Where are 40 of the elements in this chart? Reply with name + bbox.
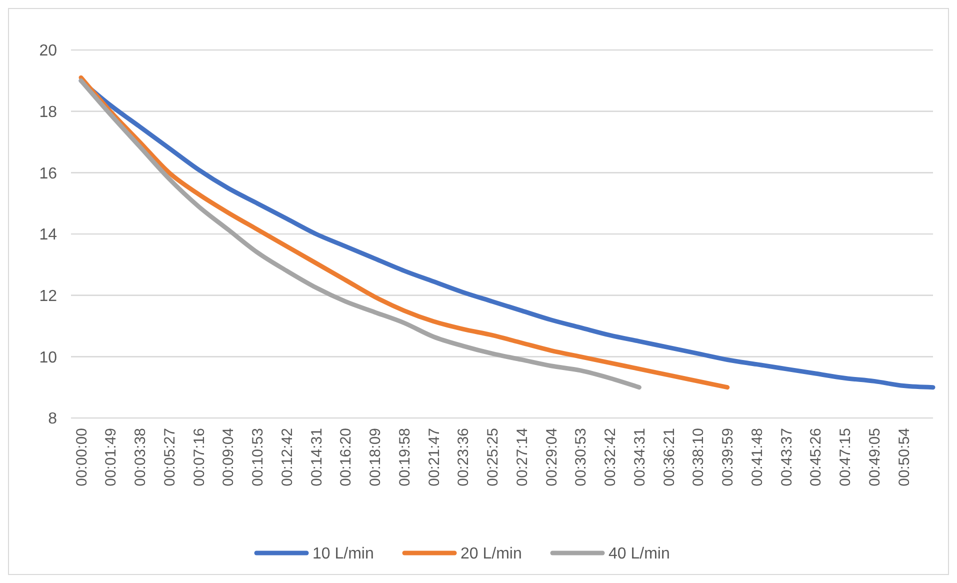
x-tick-label: 00:49:05 — [866, 428, 884, 486]
x-tick-label: 00:16:20 — [338, 428, 355, 486]
line-series — [78, 78, 936, 390]
y-tick-label: 18 — [39, 104, 58, 121]
x-tick-label: 00:23:36 — [455, 428, 472, 486]
x-tick-label: 00:07:16 — [190, 428, 208, 486]
x-tick-label: 00:01:49 — [102, 428, 120, 486]
x-tick-label: 00:19:58 — [396, 428, 414, 486]
x-tick-label: 00:21:47 — [426, 428, 443, 486]
x-tick-label: 00:38:10 — [690, 428, 708, 486]
x-tick-label: 00:32:42 — [602, 428, 620, 486]
legend-label: 20 L/min — [460, 546, 522, 563]
x-tick-label: 00:36:21 — [660, 428, 678, 486]
x-tick-label: 00:45:26 — [808, 428, 825, 486]
x-tick-label: 00:39:59 — [720, 428, 737, 486]
x-tick-label: 00:05:27 — [161, 428, 178, 486]
y-tick-label: 20 — [39, 42, 58, 60]
x-tick-label: 00:14:31 — [308, 428, 326, 486]
x-tick-label: 00:10:53 — [250, 428, 267, 486]
x-tick-label: 00:47:15 — [837, 428, 854, 486]
y-tick-label: 14 — [39, 226, 58, 244]
y-tick-label: 8 — [48, 410, 58, 428]
x-tick-label: 00:34:31 — [631, 428, 648, 486]
legend-label: 10 L/min — [312, 546, 374, 563]
y-tick-label: 12 — [39, 288, 58, 305]
x-tick-label: 00:29:04 — [543, 428, 560, 486]
x-tick-label: 00:27:14 — [514, 428, 531, 486]
x-tick-label: 00:18:09 — [367, 428, 384, 486]
x-tick-label: 00:00:00 — [73, 428, 90, 486]
legend-label: 40 L/min — [608, 546, 670, 563]
y-tick-label: 16 — [39, 165, 58, 182]
x-tick-label: 00:12:42 — [278, 428, 296, 486]
x-tick-label: 00:09:04 — [220, 428, 238, 486]
x-tick-label: 00:41:48 — [748, 428, 766, 486]
x-tick-label: 00:30:53 — [572, 428, 590, 486]
y-tick-label: 10 — [39, 349, 58, 366]
x-tick-label: 00:03:38 — [132, 428, 150, 486]
x-tick-label: 00:43:37 — [778, 428, 796, 486]
x-tick-label: 00:25:25 — [484, 428, 502, 486]
x-tick-label: 00:50:54 — [896, 428, 913, 486]
